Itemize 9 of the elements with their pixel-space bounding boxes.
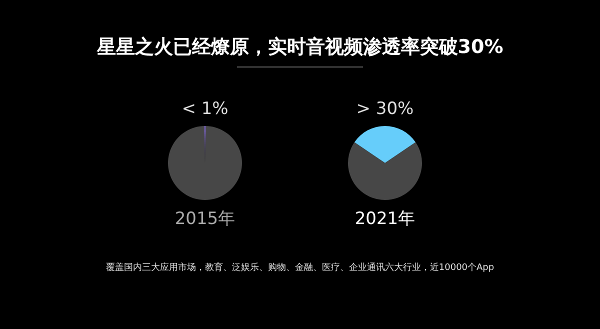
pie-slice bbox=[348, 142, 422, 200]
text: 2021年 bbox=[354, 209, 416, 229]
text: 星星之火已经燎原，实时音视频渗透率突破30% bbox=[96, 36, 504, 58]
data-label: < 1% bbox=[182, 99, 228, 119]
pie-slice bbox=[168, 126, 242, 200]
pie-slice bbox=[354, 126, 416, 163]
text: 覆盖国内三大应用市场，教育、泛娱乐、购物、金融、医疗、企业通讯六大行业，近10000个App bbox=[106, 262, 494, 273]
data-label: > 30% bbox=[356, 99, 414, 119]
text: 2015年 bbox=[174, 209, 236, 229]
